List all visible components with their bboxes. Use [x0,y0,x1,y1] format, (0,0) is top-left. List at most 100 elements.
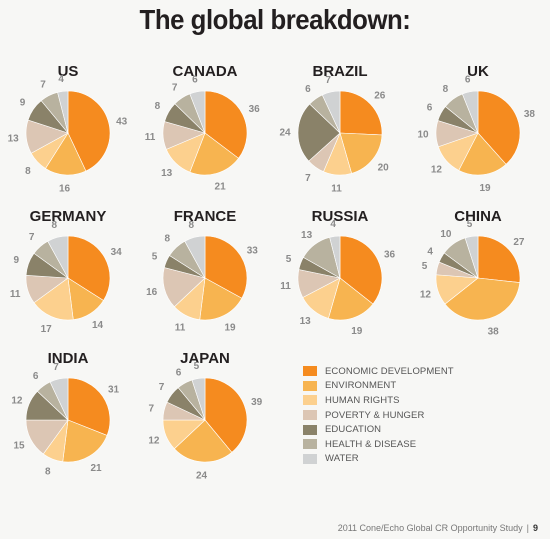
country-title-canada: CANADA [172,63,238,80]
legend-item-economic-development: ECONOMIC DEVELOPMENT [303,364,454,379]
legend-item-human-rights: HUMAN RIGHTS [303,393,454,408]
slice-label-russia-education: 5 [286,254,292,265]
legend-item-poverty-hunger: POVERTY & HUNGER [303,408,454,423]
slice-china-economic-development [477,235,521,283]
slice-label-india-poverty-hunger: 15 [13,441,25,452]
slice-label-brazil-economic-development: 26 [374,91,386,102]
slice-japan-economic-development [204,377,248,453]
country-title-russia: RUSSIA [311,208,369,225]
slice-brazil-economic-development [339,90,383,136]
slice-label-france-health-disease: 8 [165,233,171,244]
slice-uk-economic-development [477,90,521,165]
country-title-japan: JAPAN [180,350,230,367]
slice-canada-economic-development [204,90,248,159]
slice-label-uk-health-disease: 8 [443,84,449,95]
slice-germany-water [47,235,69,279]
slice-label-india-environment: 21 [90,463,102,474]
pie-canada: 36 21 13 11 87 6 [145,74,260,192]
slice-label-us-human-rights: 8 [25,166,31,177]
slice-label-russia-human-rights: 13 [300,316,312,327]
slice-label-india-water: 7 [53,362,59,373]
slice-label-uk-poverty-hunger: 10 [417,129,429,140]
slice-canada-water [189,90,206,134]
slice-france-water [184,235,206,279]
slice-label-canada-environment: 21 [215,181,227,192]
slice-russia-environment [328,277,374,321]
country-title-germany: GERMANY [29,208,107,225]
pie-us: 43 16 8 13 9 7 4 [8,74,128,194]
slice-label-japan-water: 5 [194,361,200,372]
slice-label-france-water: 8 [189,220,195,231]
slice-label-canada-health-disease: 7 [172,83,178,94]
slice-label-india-economic-development: 31 [108,385,120,396]
slice-brazil-education [297,103,341,162]
slice-uk-water [461,90,479,134]
pie-china: 27 38 12 5 4 10 5 [420,219,525,337]
slice-label-canada-poverty-hunger: 11 [145,132,156,143]
slice-russia-economic-development [339,235,383,305]
legend-item-education: EDUCATION [303,422,454,437]
slice-label-japan-health-disease: 6 [176,367,182,378]
slice-label-uk-human-rights: 12 [431,165,443,176]
slice-label-russia-water: 4 [330,219,336,230]
slice-label-china-water: 5 [467,219,473,230]
slice-label-canada-education: 8 [155,101,161,112]
slice-label-us-poverty-hunger: 13 [8,134,20,145]
slice-label-japan-environment: 24 [196,470,208,481]
slice-label-brazil-health-disease: 6 [305,84,311,95]
slice-label-us-water: 4 [58,74,64,85]
slice-brazil-environment [339,132,383,174]
footer-separator: | [526,523,529,533]
slice-japan-environment [173,419,233,463]
slice-label-france-economic-development: 33 [247,246,259,257]
slice-label-russia-environment: 19 [351,326,363,337]
slice-france-economic-development [204,235,248,299]
slice-india-environment [62,419,108,463]
slice-label-germany-education: 9 [14,255,20,266]
slice-label-china-poverty-hunger: 5 [422,261,428,272]
slice-label-france-education: 5 [152,252,158,263]
slice-label-japan-economic-development: 39 [251,397,263,408]
slice-label-france-human-rights: 11 [175,323,186,334]
slice-label-brazil-poverty-hunger: 7 [305,173,311,184]
slice-label-uk-environment: 19 [479,183,491,194]
legend-label: WATER [325,453,359,465]
slice-label-us-health-disease: 7 [40,80,46,91]
country-title-china: CHINA [454,208,502,225]
legend-item-environment: ENVIRONMENT [303,379,454,394]
slice-label-canada-economic-development: 36 [249,104,261,115]
slice-label-canada-human-rights: 13 [161,168,173,179]
slice-us-economic-development [67,90,111,172]
legend-item-water: WATER [303,452,454,467]
slice-label-us-environment: 16 [59,183,71,194]
slice-russia-water [329,235,341,279]
slice-china-environment [444,277,521,321]
pie-russia: 36 19 13 11 5 13 4 [280,219,395,337]
legend-swatch [303,410,317,421]
country-title-brazil: BRAZIL [312,63,368,80]
legend-label: ENVIRONMENT [325,380,397,392]
slice-label-brazil-education: 24 [279,128,291,139]
slice-label-brazil-water: 7 [325,75,331,86]
slice-label-germany-health-disease: 7 [29,232,35,243]
slice-label-china-economic-development: 27 [513,237,525,248]
slice-label-japan-human-rights: 12 [148,436,160,447]
slice-uk-environment [458,132,507,176]
legend-swatch [303,453,317,464]
slice-india-economic-development [67,377,111,436]
legend-label: HEALTH & DISEASE [325,438,417,450]
footer: 2011 Cone/Echo Global CR Opportunity Stu… [338,523,538,533]
slice-label-japan-education: 7 [159,382,165,393]
pie-brazil: 26 20 11 7 24 6 7 [279,75,389,195]
legend-label: HUMAN RIGHTS [325,394,400,406]
legend-label: EDUCATION [325,424,382,436]
slice-label-germany-environment: 14 [92,320,104,331]
slice-germany-human-rights [33,277,74,321]
pie-india: 31 21 8 15 12 6 7 [11,362,119,478]
slice-label-china-education: 4 [427,247,433,258]
slice-india-water [49,377,69,421]
legend-swatch [303,439,317,450]
